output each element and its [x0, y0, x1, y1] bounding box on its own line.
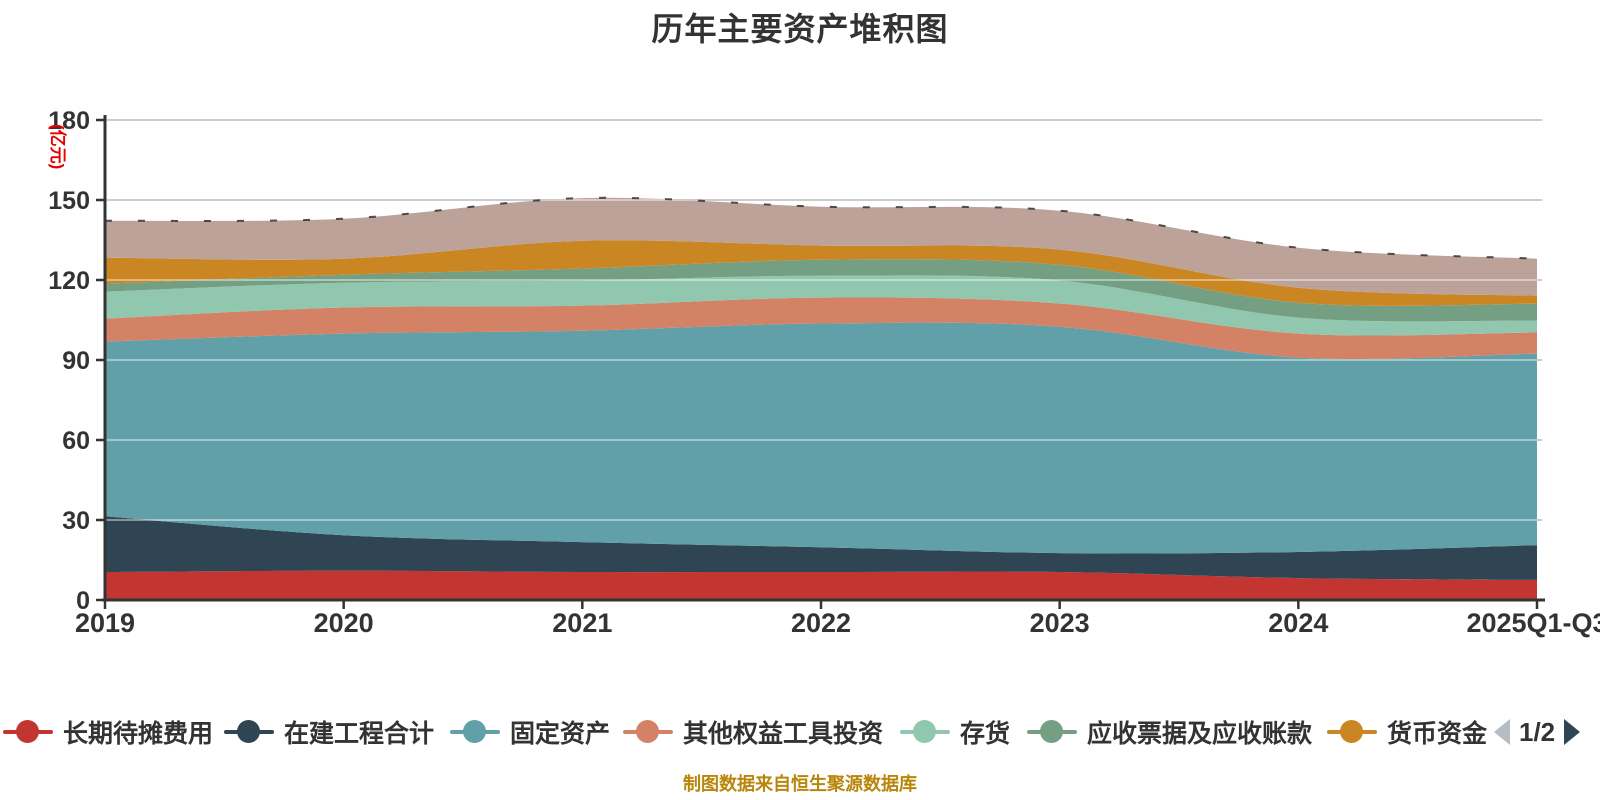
- y-axis-unit-label: (亿元): [48, 124, 68, 169]
- legend-pager: 1/2: [1494, 716, 1581, 748]
- legend-label: 应收票据及应收账款: [1087, 720, 1313, 748]
- y-axis-label-150: 150: [48, 187, 90, 215]
- legend-item-5[interactable]: 应收票据及应收账款: [1027, 716, 1312, 748]
- x-axis-label-5: 2024: [1268, 608, 1328, 638]
- x-axis-label-1: 2020: [314, 608, 374, 638]
- legend-bar: 长期待摊费用 在建工程合计 固定资产 其他权益工具投资 存货 应收票据及应收账款…: [0, 716, 1600, 748]
- x-axis-labels: 2019 2020 2021 2022 2023 2024 2025Q1-Q3: [75, 600, 1600, 638]
- area-series-1: [105, 516, 1537, 580]
- chart-title: 历年主要资产堆积图: [651, 11, 949, 47]
- legend-item-6[interactable]: 货币资金: [1327, 716, 1487, 748]
- x-axis-label-0: 2019: [75, 608, 135, 638]
- x-axis-label-2: 2021: [552, 608, 612, 638]
- y-axis-labels: 0 30 60 90 120 150 180: [48, 107, 105, 615]
- legend-label: 货币资金: [1387, 720, 1488, 748]
- legend-item-2[interactable]: 固定资产: [450, 716, 610, 748]
- legend-label: 在建工程合计: [284, 720, 435, 748]
- legend-label: 长期待摊费用: [63, 720, 214, 748]
- legend-item-0[interactable]: 长期待摊费用: [3, 716, 213, 748]
- legend-line-marker-icon: [224, 720, 274, 744]
- area-series-7: [105, 197, 1537, 296]
- legend-line-marker-icon: [623, 720, 673, 744]
- legend-label: 其他权益工具投资: [683, 720, 884, 748]
- legend-line-marker-icon: [1327, 720, 1377, 744]
- y-axis-label-120: 120: [48, 267, 90, 295]
- legend-prev-page-icon[interactable]: [1494, 719, 1510, 745]
- area-series-4: [105, 275, 1537, 336]
- legend-next-page-icon[interactable]: [1564, 719, 1581, 745]
- legend-line-marker-icon: [450, 720, 500, 744]
- legend-item-3[interactable]: 其他权益工具投资: [623, 716, 883, 748]
- footer-note: 制图数据来自恒生聚源数据库: [683, 774, 917, 794]
- legend-item-4[interactable]: 存货: [900, 716, 1010, 748]
- legend-page-indicator: 1/2: [1519, 716, 1556, 747]
- area-series-2: [105, 322, 1537, 554]
- x-axis-label-3: 2022: [791, 608, 851, 638]
- legend-line-marker-icon: [3, 720, 53, 744]
- x-axis-label-4: 2023: [1030, 608, 1090, 638]
- area-series-5: [105, 259, 1537, 322]
- x-axis-label-6: 2025Q1-Q3: [1466, 608, 1600, 638]
- legend-line-marker-icon: [900, 720, 950, 744]
- legend-label: 存货: [960, 720, 1011, 748]
- y-axis-label-90: 90: [62, 347, 90, 375]
- y-axis-label-30: 30: [62, 507, 90, 535]
- y-axis-label-60: 60: [62, 427, 90, 455]
- legend-line-marker-icon: [1027, 720, 1077, 744]
- area-series-0: [105, 570, 1537, 600]
- area-series-3: [105, 297, 1537, 359]
- area-series-6: [105, 240, 1537, 306]
- legend-item-1[interactable]: 在建工程合计: [224, 716, 434, 748]
- area-series-group: [105, 197, 1537, 600]
- y-axis-label-0: 0: [76, 587, 90, 615]
- y-axis-label-180: 180: [48, 107, 90, 135]
- legend-label: 固定资产: [510, 720, 611, 748]
